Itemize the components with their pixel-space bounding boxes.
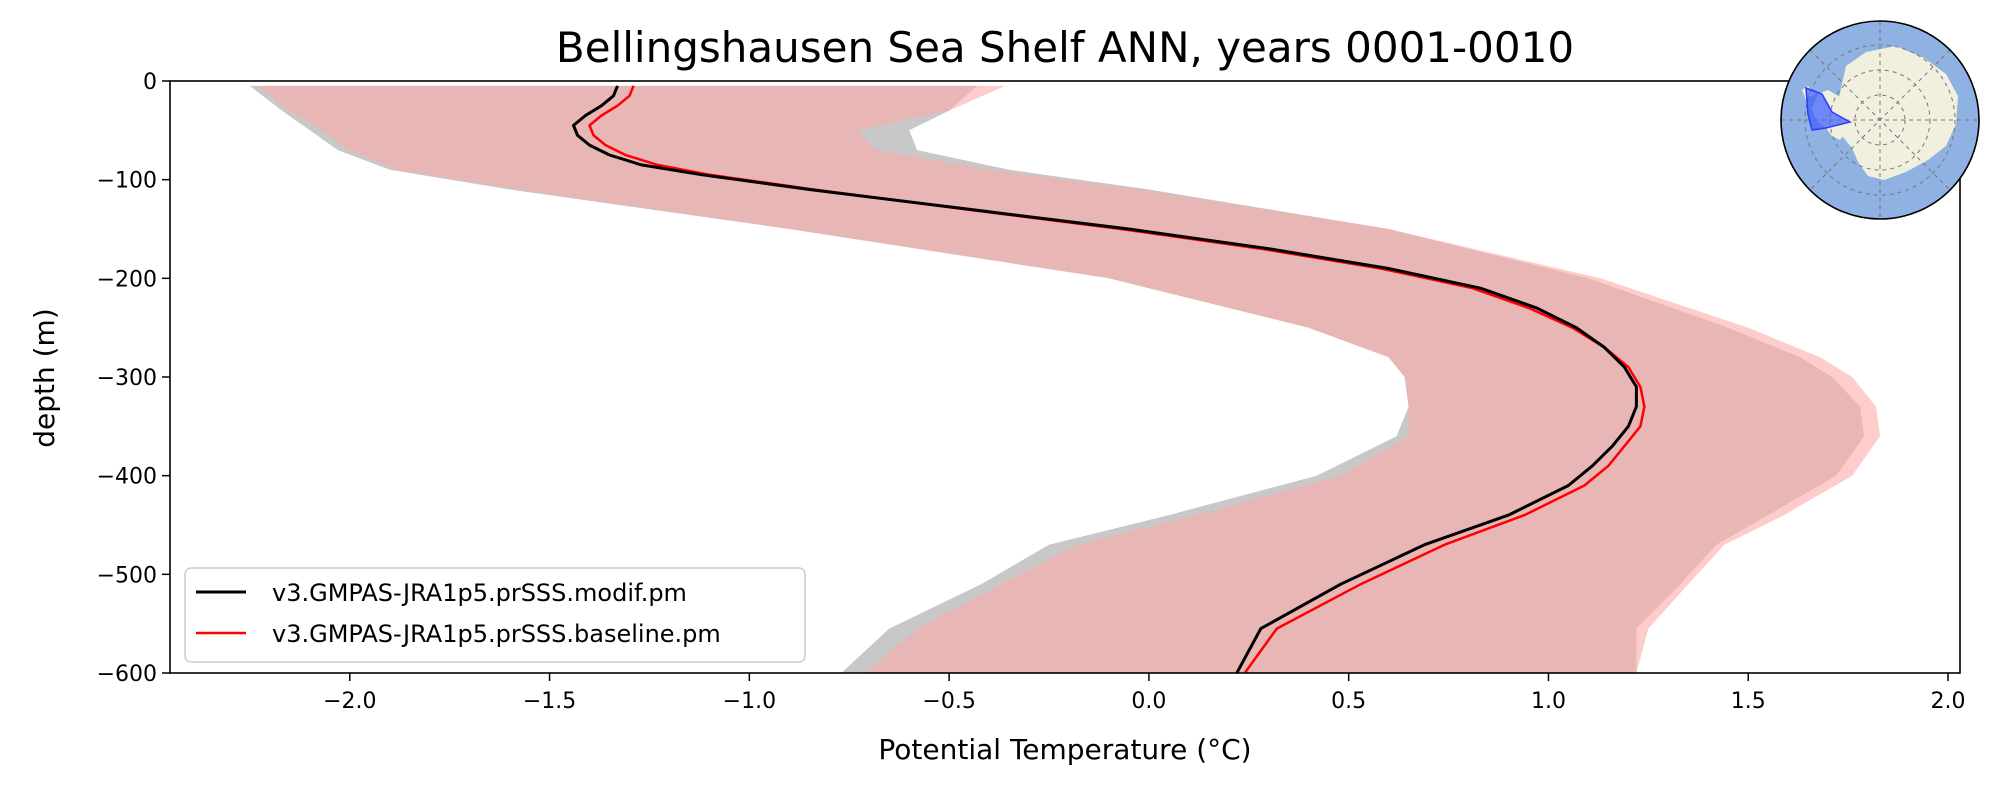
y-tick-label: −400 bbox=[97, 465, 157, 490]
y-tick-label: −200 bbox=[97, 267, 157, 292]
y-tick-label: 0 bbox=[143, 70, 157, 95]
y-axis-label: depth (m) bbox=[28, 308, 61, 448]
x-tick-label: 2.0 bbox=[1931, 689, 1966, 714]
x-axis: −2.0 −1.5 −1.0 −0.5 0.0 0.5 1.0 1.5 2.0 bbox=[323, 673, 1966, 714]
map-region-highlight bbox=[1805, 86, 1853, 131]
line-modif bbox=[572, 85, 1638, 673]
map-border bbox=[1780, 20, 1980, 220]
x-tick-label: −0.5 bbox=[922, 689, 975, 714]
y-tick-label: −600 bbox=[97, 662, 157, 687]
x-tick-label: −1.0 bbox=[723, 689, 776, 714]
y-tick-label: −500 bbox=[97, 563, 157, 588]
legend-box bbox=[184, 567, 806, 663]
x-tick-label: 1.5 bbox=[1731, 689, 1766, 714]
y-axis: 0 −100 −200 −300 −400 −500 −600 bbox=[97, 70, 170, 687]
chart-title: Bellingshausen Sea Shelf ANN, years 0001… bbox=[556, 23, 1574, 72]
legend: v3.GMPAS-JRA1p5.prSSS.modif.pm v3.GMPAS-… bbox=[184, 567, 806, 663]
legend-label-modif: v3.GMPAS-JRA1p5.prSSS.modif.pm bbox=[272, 579, 687, 607]
y-tick-label: −100 bbox=[97, 169, 157, 194]
x-tick-label: −1.5 bbox=[523, 689, 576, 714]
line-baseline bbox=[588, 85, 1646, 673]
legend-label-baseline: v3.GMPAS-JRA1p5.prSSS.baseline.pm bbox=[272, 620, 721, 648]
map-graticule bbox=[1781, 21, 1979, 219]
x-tick-label: 0.5 bbox=[1331, 689, 1366, 714]
map-east-antarctica bbox=[1836, 46, 1958, 180]
x-axis-label: Potential Temperature (°C) bbox=[878, 733, 1251, 766]
antarctica-polar-map-icon bbox=[1780, 20, 1980, 220]
x-tick-label: 0.0 bbox=[1131, 689, 1166, 714]
y-tick-label: −300 bbox=[97, 366, 157, 391]
mean-lines bbox=[572, 85, 1646, 673]
x-tick-label: 1.0 bbox=[1531, 689, 1566, 714]
x-tick-label: −2.0 bbox=[323, 689, 376, 714]
